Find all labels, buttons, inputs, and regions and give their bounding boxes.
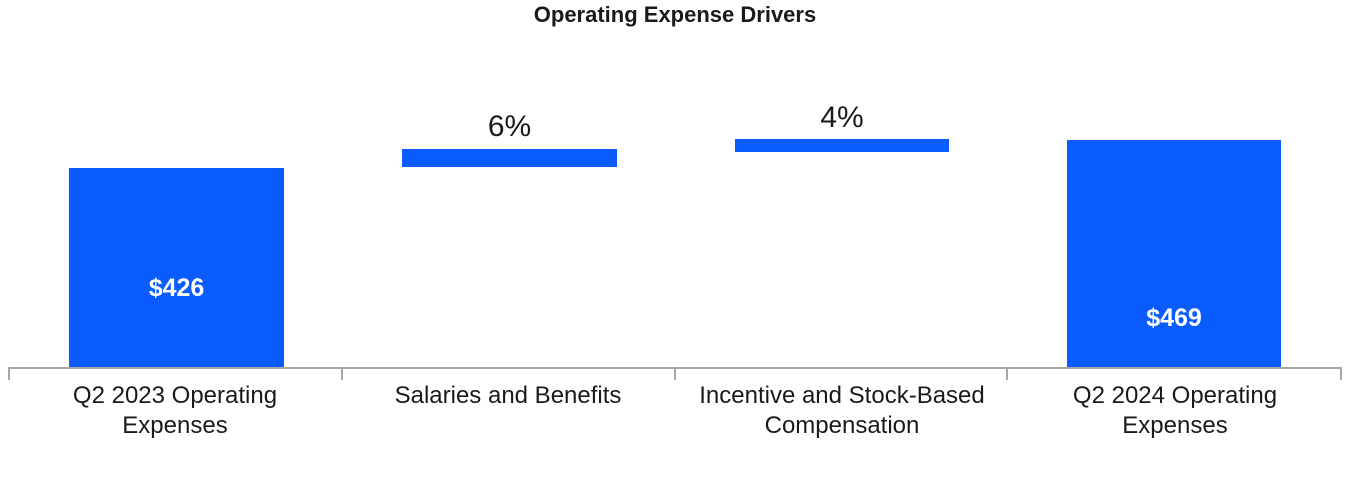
x-axis-tick <box>341 367 343 380</box>
value-label-q2-2023: $426 <box>148 274 205 302</box>
category-label-line: Expenses <box>1122 412 1228 439</box>
category-label-line: Incentive and Stock-Based <box>699 382 985 409</box>
category-label-q2-2023-operating-expenses: Q2 2023 Operating Expenses <box>8 381 342 441</box>
bar-q2-2023-operating-expenses <box>69 168 284 368</box>
category-label-incentive-and-stock-based-compensation: Incentive and Stock-Based Compensation <box>675 381 1009 441</box>
x-axis-tick <box>1006 367 1008 380</box>
category-label-line: Q2 2024 Operating <box>1072 382 1278 409</box>
bar-salaries-and-benefits <box>402 149 617 167</box>
chart-title: Operating Expense Drivers <box>533 2 817 27</box>
bar-q2-2024-operating-expenses <box>1067 140 1281 368</box>
x-axis-tick <box>8 367 10 380</box>
x-axis-tick <box>674 367 676 380</box>
delta-label-salaries-and-benefits: 6% <box>487 110 532 143</box>
value-label-q2-2024: $469 <box>1146 304 1202 332</box>
category-label-salaries-and-benefits: Salaries and Benefits <box>341 381 675 411</box>
category-label-q2-2024-operating-expenses: Q2 2024 Operating Expenses <box>1008 381 1342 441</box>
category-label-line: Salaries and Benefits <box>394 382 622 409</box>
delta-label-incentive-and-stock-based-compensation: 4% <box>820 101 864 134</box>
x-axis-tick <box>1340 367 1342 380</box>
bar-incentive-and-stock-based-compensation <box>735 139 949 152</box>
category-label-line: Compensation <box>764 412 920 439</box>
category-label-line: Expenses <box>122 412 228 439</box>
category-label-line: Q2 2023 Operating <box>72 382 278 409</box>
